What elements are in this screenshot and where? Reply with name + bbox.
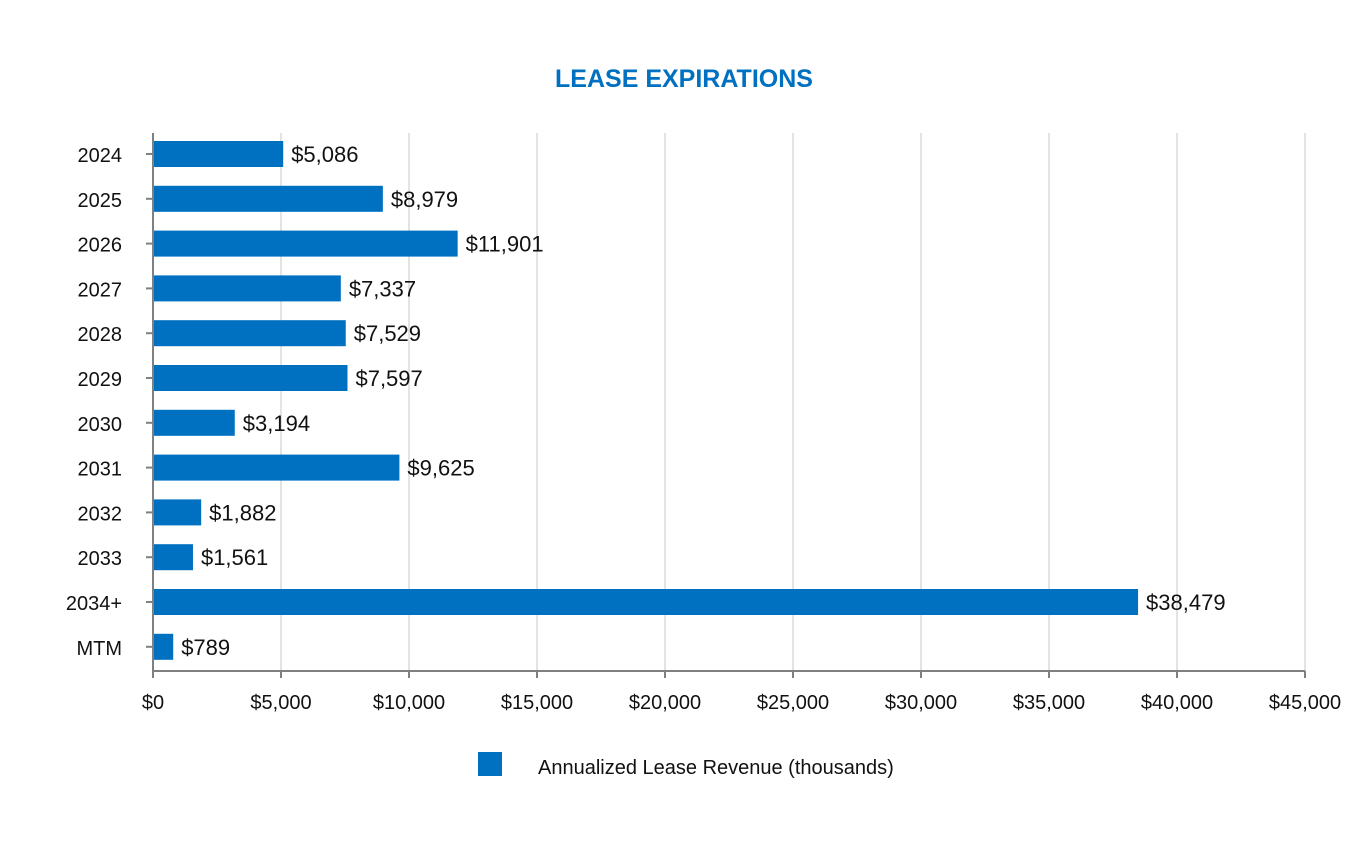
x-tick-label: $15,000 (501, 692, 573, 714)
data-label: $9,625 (407, 456, 474, 481)
x-tick-label: $20,000 (629, 692, 701, 714)
category-label: 2026 (78, 235, 123, 257)
data-label: $11,901 (466, 232, 544, 257)
x-tick-label: $35,000 (1013, 692, 1085, 714)
category-label: 2030 (78, 414, 123, 436)
bar (153, 185, 383, 212)
category-label: 2028 (78, 324, 123, 346)
x-tick-label: $25,000 (757, 692, 829, 714)
category-label: 2024 (78, 145, 123, 167)
bar (153, 230, 458, 257)
category-label: 2034+ (66, 593, 122, 615)
bar (153, 409, 235, 436)
legend: Annualized Lease Revenue (thousands) (478, 752, 894, 779)
x-tick-label: $5,000 (250, 692, 311, 714)
category-label: 2027 (78, 279, 123, 301)
category-label: MTM (76, 638, 122, 660)
data-label: $5,086 (291, 142, 358, 167)
bar (153, 320, 346, 347)
axes (146, 133, 1306, 678)
bar (153, 365, 348, 391)
bar (153, 275, 341, 302)
data-label: $789 (181, 635, 230, 660)
legend-swatch (478, 752, 502, 776)
data-label: $38,479 (1146, 590, 1226, 615)
data-label: $7,597 (355, 366, 422, 391)
data-label: $8,979 (391, 187, 458, 212)
bar (153, 454, 400, 481)
data-label: $1,561 (201, 545, 268, 570)
x-tick-label: $10,000 (373, 692, 445, 714)
category-label: 2031 (78, 459, 123, 481)
category-label: 2032 (78, 503, 123, 525)
category-labels: 2024 2025 2026 2027 2028 2029 2030 2031 2032 2033… (66, 145, 122, 660)
x-tick-label: $0 (142, 692, 164, 714)
data-labels: $5,086 $8,979 $11,901 $7,337 $7,529 $7,597 $3,… (181, 142, 1225, 660)
bar (153, 633, 174, 660)
bar (153, 141, 284, 167)
bar (153, 589, 1139, 615)
bars (153, 141, 1139, 660)
category-label: 2029 (78, 369, 123, 391)
chart-title: LEASE EXPIRATIONS (555, 65, 813, 93)
legend-label: Annualized Lease Revenue (thousands) (538, 757, 894, 779)
x-tick-label: $40,000 (1141, 692, 1213, 714)
category-label: 2025 (78, 190, 123, 212)
x-tick-labels: $0 $5,000 $10,000 $15,000 $20,000 $25,000 $30,… (142, 692, 1341, 714)
data-label: $1,882 (209, 500, 276, 525)
category-label: 2033 (78, 548, 123, 570)
data-label: $7,337 (349, 276, 416, 301)
data-label: $7,529 (354, 321, 421, 346)
bar (153, 544, 193, 571)
data-label: $3,194 (243, 411, 310, 436)
bar (153, 499, 202, 526)
x-tick-label: $30,000 (885, 692, 957, 714)
gridlines (280, 133, 1306, 671)
x-tick-label: $45,000 (1269, 692, 1341, 714)
